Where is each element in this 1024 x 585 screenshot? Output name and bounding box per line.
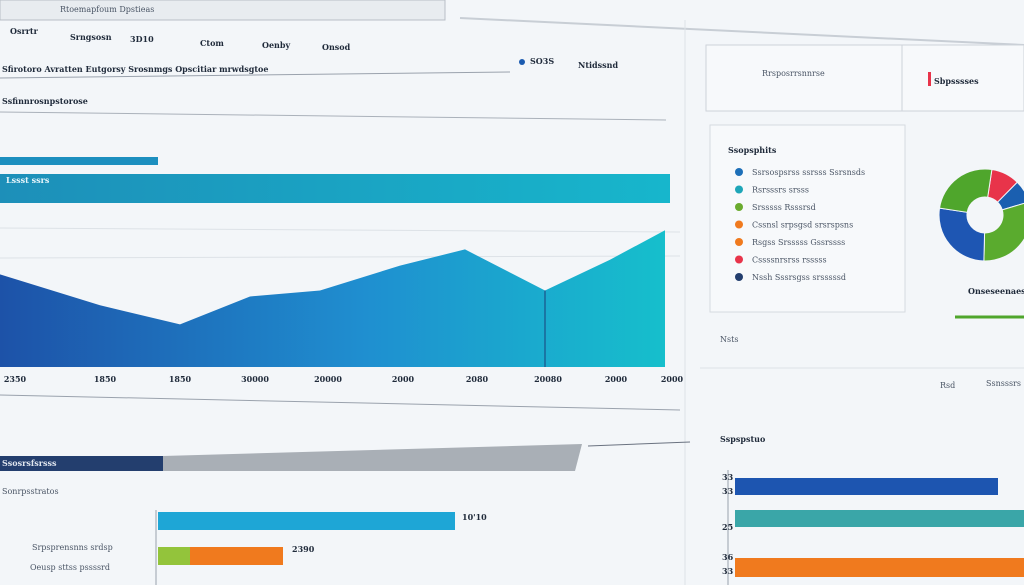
area (0, 230, 665, 367)
legend: Ssrsospsrss ssrsss Ssrsnsds Rsrsssrs srss… (735, 168, 865, 282)
divider (0, 394, 681, 411)
legend-label: Srsssss Rsssrsd (752, 203, 816, 212)
bar-label: Ssosrsfsrsss (2, 458, 57, 468)
bar-label: 25 (722, 522, 733, 532)
heading: Ssfinnrosnpstorose (2, 96, 88, 106)
legend-dot (735, 185, 743, 194)
legend-label: Rsrsssrs srsss (752, 186, 809, 195)
legend-label: Rsgss Srsssss Gssrssss (752, 238, 845, 247)
x-tick-label: 1850 (169, 374, 192, 384)
bar (0, 157, 158, 165)
control[interactable]: Rsd (940, 381, 955, 390)
panel-title: Sspspstuo (720, 434, 766, 444)
pie-slice (983, 202, 1024, 262)
legend-dot (735, 255, 743, 264)
bar (163, 444, 582, 471)
legend-label: Cssnsl srpsgsd srsrspsns (752, 221, 853, 230)
x-tick-label: 2080 (466, 374, 489, 384)
title-bar (0, 0, 446, 21)
title: Rtoemapfoum Dpstieas (60, 5, 154, 14)
legend-dot (519, 59, 525, 65)
tab[interactable]: Oenby (262, 40, 290, 50)
legend-label: Ntidssnd (578, 60, 618, 70)
panel-title: Ssopsphits (728, 145, 777, 155)
bar-label: 36 (722, 552, 734, 562)
toolbar-text: Sfirotoro Avratten Eutgorsy Srosnmgs Ops… (2, 64, 268, 74)
divider (0, 71, 511, 79)
legend-dot (735, 273, 743, 281)
legend-label: Nssh Sssrsgss srsssssd (752, 273, 846, 282)
legend-label: Ssrsospsrss ssrsss Ssrsnsds (752, 168, 865, 177)
bar-label: 33 (722, 486, 734, 496)
control[interactable]: Ssnsssrs (986, 379, 1021, 388)
value-label: 10'10 (462, 512, 487, 522)
legend-label: SO3S (530, 56, 554, 66)
frame-line (459, 17, 1024, 46)
tab[interactable]: Ctom (200, 38, 224, 48)
bar-label: Lssst ssrs (6, 175, 50, 185)
panel (705, 44, 1024, 112)
tab[interactable]: Onsod (322, 42, 351, 52)
x-tick-label: 1850 (94, 374, 117, 384)
bar (735, 510, 1024, 527)
divider (0, 111, 667, 121)
legend-dot (735, 220, 743, 229)
bar (0, 174, 670, 203)
note: Nsts (720, 335, 738, 344)
pie-label: Onseseenaes (968, 286, 1024, 296)
divider (587, 441, 691, 447)
panel (709, 124, 906, 313)
tab[interactable]: Srngsosn (70, 32, 112, 42)
bar-label: 33 (722, 566, 734, 576)
x-tick-label: 2000 (661, 374, 684, 384)
legend-dot (735, 203, 743, 211)
bar (0, 456, 163, 471)
row-label: Oeusp sttss pssssrd (30, 563, 110, 572)
x-tick-label: 2350 (4, 374, 27, 384)
grid-line (0, 255, 681, 259)
legend-dot (735, 168, 743, 176)
legend-label: Cssssnrsrss rsssss (752, 256, 827, 265)
bar (735, 478, 998, 495)
heading: Sonrpsstratos (2, 487, 59, 496)
x-tick-label: 20080 (534, 374, 562, 384)
panel-text: Sbpsssses (934, 76, 979, 86)
legend-dot (735, 238, 743, 246)
bar (158, 512, 455, 530)
panel-text: Rrsposrrsnnrse (762, 69, 825, 78)
x-tick-label: 30000 (241, 374, 269, 384)
pie-chart: Onseseenaes (938, 168, 1024, 296)
pie-slice (938, 168, 993, 213)
bar (735, 558, 1024, 577)
tab[interactable]: 3D10 (130, 34, 154, 44)
x-tick-label: 2000 (605, 374, 628, 384)
area-chart: 2350 1850 1850 30000 20000 2000 2080 20080 2000 2… (0, 230, 684, 384)
value-label: 2390 (292, 544, 315, 554)
marker (928, 72, 931, 86)
grid-line (0, 227, 681, 233)
bar-label: 33 (722, 472, 734, 482)
x-tick-label: 20000 (314, 374, 342, 384)
pie-slice (938, 207, 986, 262)
row-label: Srpsprensnns srdsp (32, 543, 113, 552)
x-tick-label: 2000 (392, 374, 415, 384)
bar (158, 547, 190, 565)
tab[interactable]: Osrrtr (10, 26, 39, 36)
